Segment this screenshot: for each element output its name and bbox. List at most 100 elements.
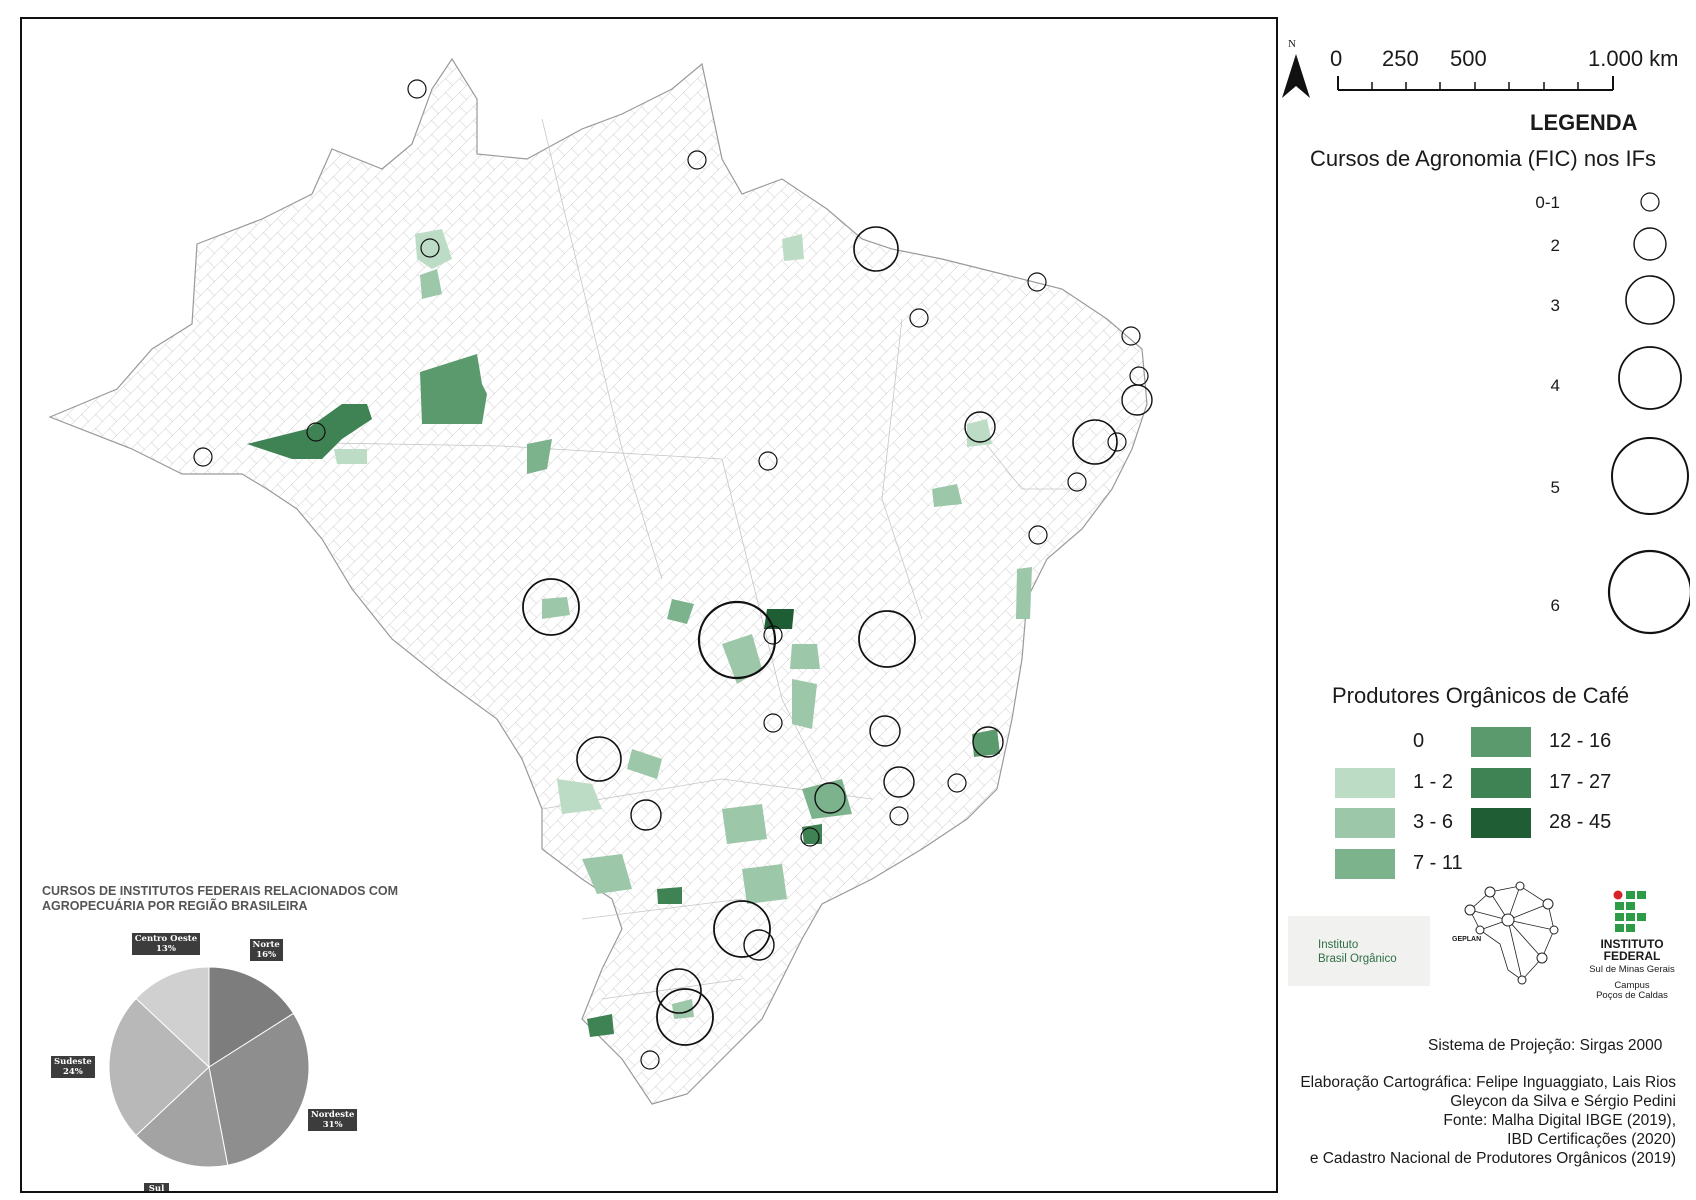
producers-legend-title: Produtores Orgânicos de Café (1332, 683, 1630, 708)
credit-line: IBD Certificações (2020) (1507, 1131, 1676, 1148)
municipality-class-2 (627, 749, 662, 779)
pie-slice-norte (208, 966, 295, 1068)
circle-class-label: 2 (1550, 236, 1560, 255)
if-course-circle (656, 988, 714, 1046)
legend-title: LEGENDA (1530, 110, 1638, 135)
geplan-name: GEPLAN (1452, 936, 1482, 943)
pie-label-sudeste: Sudeste 24% (51, 1056, 95, 1078)
municipality-class-2 (542, 597, 570, 619)
if-course-circle (193, 447, 213, 467)
if-course-circle (947, 773, 967, 793)
municipality-class-4 (972, 729, 1000, 757)
if-course-circle (1027, 272, 1047, 292)
pie-chart (108, 966, 310, 1168)
if-course-circle (656, 968, 702, 1014)
producer-class-label: 7 - 11 (1413, 852, 1463, 874)
if-course-circle (853, 226, 899, 272)
if-course-circle (758, 451, 778, 471)
municipality-class-5 (587, 1014, 614, 1037)
if-sub-1: Sul de Minas Gerais (1589, 964, 1675, 975)
if-course-circle (883, 766, 915, 798)
producer-municipalities (247, 229, 1032, 1037)
municipality-class-1 (557, 779, 602, 814)
pie-slice-sul (135, 1066, 229, 1168)
if-course-circle (1028, 525, 1048, 545)
if-course-circle (640, 1050, 660, 1070)
circle-legend-0-1 (1640, 192, 1660, 212)
if-course-circle (630, 799, 662, 831)
producer-swatch (1335, 768, 1395, 798)
municipality-class-3 (582, 854, 632, 894)
pie-chart-title: CURSOS DE INSTITUTOS FEDERAIS RELACIONAD… (42, 884, 462, 914)
circle-class-label: 5 (1550, 478, 1560, 497)
circles-legend-title: Cursos de Agronomia (FIC) nos IFs (1310, 146, 1657, 171)
brazil-map (48, 57, 1153, 1105)
map-frame: CURSOS DE INSTITUTOS FEDERAIS RELACIONAD… (20, 17, 1278, 1193)
if-course-circle (576, 736, 622, 782)
credits: Elaboração Cartográfica: Felipe Inguaggi… (1280, 1073, 1676, 1168)
pie-label-percent: 16% (256, 949, 277, 960)
producer-swatch (1471, 808, 1531, 838)
credit-line: Gleycon da Silva e Sérgio Pedini (1450, 1093, 1676, 1110)
scale-label-250: 250 (1382, 46, 1419, 71)
circle-legend-symbols (1607, 192, 1690, 635)
if-course-circles (193, 79, 1153, 1070)
pie-label-norte: Norte 16% (249, 938, 283, 961)
producer-class-label: 17 - 27 (1549, 771, 1612, 793)
circle-class-label: 0-1 (1535, 193, 1560, 212)
state-borders (271, 118, 1082, 1000)
credit-line: e Cadastro Nacional de Produtores Orgâni… (1309, 1150, 1676, 1167)
scale-ticks (1337, 76, 1614, 91)
producer-class-label: 28 - 45 (1549, 811, 1612, 833)
producer-class-label: 0 (1413, 730, 1425, 752)
credit-line: Elaboração Cartográfica: Felipe Inguaggi… (1300, 1074, 1676, 1091)
if-course-circle (522, 578, 580, 636)
if-course-circle (814, 782, 846, 814)
municipality-class-1 (782, 234, 804, 261)
if-course-circle (964, 411, 996, 443)
municipality-class-3 (667, 599, 694, 624)
circle-legend-6 (1607, 549, 1690, 635)
scale-bar: 0 250 500 1.000 km (1330, 38, 1690, 98)
pie-slice-nordeste (208, 1012, 310, 1166)
municipality-class-2 (420, 269, 442, 299)
pie-label-name: Sul (148, 1184, 165, 1193)
producer-swatch (1335, 808, 1395, 838)
instituto-federal-logo: INSTITUTO FEDERAL Sul de Minas Gerais Ca… (1580, 890, 1684, 1001)
circle-class-label: 6 (1550, 596, 1560, 615)
producer-swatch (1471, 727, 1531, 757)
scale-label-1000: 1.000 km (1588, 46, 1679, 71)
pie-label-percent: 13% (155, 944, 176, 955)
if-course-circle (972, 726, 1004, 758)
if-sub-3: Poços de Caldas (1596, 990, 1668, 1001)
circle-legend-4 (1618, 346, 1682, 410)
north-label: N (1288, 38, 1296, 50)
pie-title-line-1: CURSOS DE INSTITUTOS FEDERAIS RELACIONAD… (42, 884, 399, 898)
producer-swatch (1471, 768, 1531, 798)
if-course-circle (1067, 472, 1087, 492)
north-arrow-icon (1282, 54, 1310, 98)
producer-class-label: 3 - 6 (1413, 811, 1454, 833)
brazil-outline (48, 57, 1148, 1105)
municipality-class-2 (790, 644, 820, 669)
if-name-line-2: FEDERAL (1603, 949, 1661, 963)
if-course-circle (1121, 326, 1141, 346)
producer-swatch (1335, 849, 1395, 879)
municipality-class-3 (527, 439, 552, 474)
circle-class-label: 3 (1550, 296, 1560, 315)
pie-label-name: Norte (252, 939, 280, 950)
pie-label-nordeste: Nordeste 31% (307, 1109, 358, 1132)
if-course-circle (1072, 419, 1118, 465)
if-name-line-1: INSTITUTO (1600, 937, 1664, 951)
credit-line: Fonte: Malha Digital IBGE (2019), (1443, 1112, 1676, 1129)
pie-label-sul: Sul16% (143, 1183, 170, 1193)
pie-title-line-2: AGROPECUÁRIA POR REGIÃO BRASILEIRA (42, 899, 308, 913)
if-course-circle (1107, 432, 1127, 452)
pie-label-percent: 24% (62, 1067, 83, 1077)
municipality-class-3 (932, 484, 962, 507)
ibo-logo-line-2: Brasil Orgânico (1318, 953, 1397, 965)
if-course-circle (407, 79, 427, 99)
municipality-class-2 (742, 864, 787, 904)
producer-class-label: 12 - 16 (1549, 730, 1612, 752)
circle-class-label: 4 (1550, 376, 1560, 395)
